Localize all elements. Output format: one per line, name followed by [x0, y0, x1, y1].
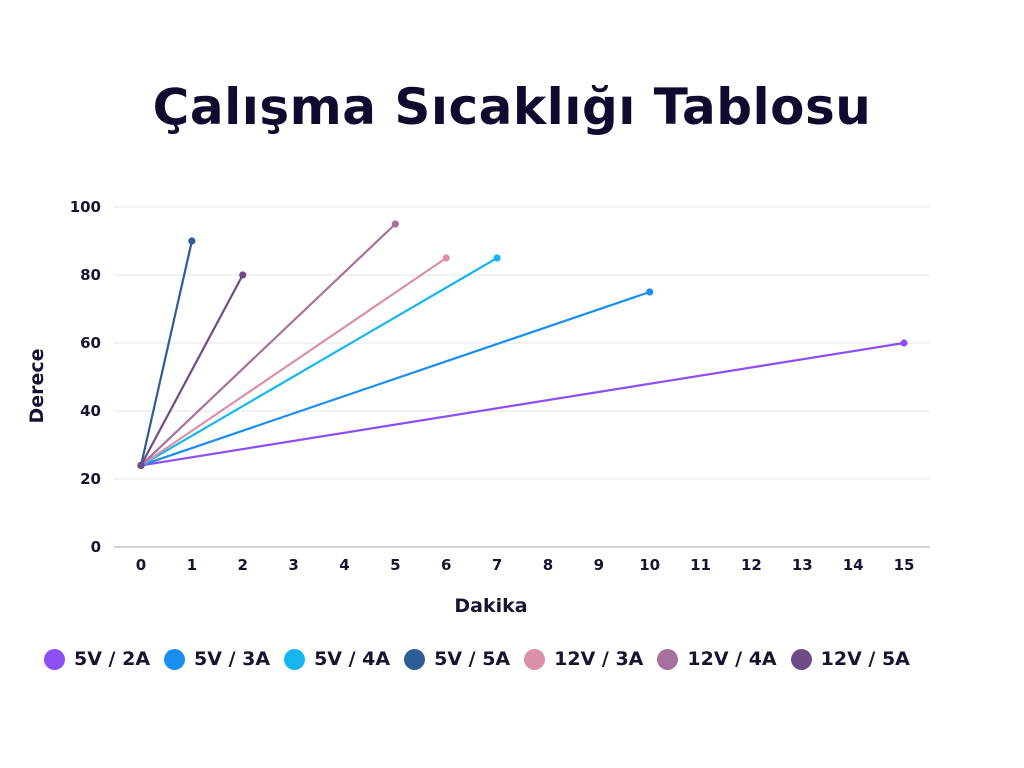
- x-axis-label: Dakika: [454, 595, 527, 617]
- legend-label: 5V / 5A: [434, 648, 511, 670]
- x-tick-label: 13: [792, 556, 813, 574]
- legend-swatch: [790, 648, 812, 670]
- legend-label: 12V / 4A: [687, 648, 777, 670]
- legend-label: 12V / 3A: [554, 648, 644, 670]
- x-tick-label: 3: [288, 556, 298, 574]
- legend-swatch: [404, 648, 426, 670]
- legend-swatch: [44, 648, 65, 670]
- legend-item: 5V / 4A: [284, 648, 390, 670]
- chart-title: Çalışma Sıcaklığı Tablosu: [152, 78, 872, 136]
- chart-legend: 5V / 2A 5V / 3A 5V / 4A 5V / 5A 12V / 3A 12V …: [44, 644, 924, 674]
- x-tick-label: 12: [741, 556, 762, 574]
- x-tick-label: 15: [894, 556, 915, 574]
- series-5v-3a: [137, 288, 654, 469]
- x-tick-label: 2: [238, 556, 248, 574]
- data-point: [188, 237, 196, 245]
- legend-item: 5V / 5A: [404, 648, 510, 670]
- series-12v-5a: [137, 271, 247, 469]
- x-tick-label: 0: [136, 556, 146, 574]
- y-tick-label: 80: [80, 266, 101, 284]
- series-line: [140, 223, 397, 467]
- x-tick-label: 5: [390, 556, 400, 574]
- x-tick-label: 1: [187, 556, 197, 574]
- y-tick-label: 60: [80, 334, 101, 352]
- legend-item: 12V / 5A: [790, 648, 910, 670]
- legend-label: 12V / 5A: [820, 648, 910, 670]
- y-axis-label: Derece: [26, 348, 48, 423]
- y-tick-label: 0: [91, 538, 101, 556]
- series-line: [140, 257, 447, 467]
- x-tick-label: 10: [639, 556, 660, 574]
- x-tick-label: 14: [843, 556, 864, 574]
- legend-item: 5V / 3A: [164, 648, 270, 670]
- data-point: [493, 254, 501, 262]
- data-point: [900, 339, 908, 347]
- series-12v-3a: [137, 254, 450, 469]
- legend-swatch: [164, 648, 186, 670]
- data-point: [646, 288, 654, 296]
- legend-item: 12V / 3A: [524, 648, 643, 670]
- data-point: [137, 461, 145, 469]
- series-line: [140, 274, 244, 466]
- y-tick-label: 20: [80, 470, 101, 488]
- legend-item: 5V / 2A: [44, 648, 150, 670]
- data-point: [442, 254, 450, 262]
- legend-item: 12V / 4A: [657, 648, 777, 670]
- x-tick-label: 7: [492, 556, 502, 574]
- y-tick-label: 40: [80, 402, 101, 420]
- x-tick-label: 9: [594, 556, 604, 574]
- data-point: [391, 220, 399, 228]
- legend-swatch: [657, 648, 679, 670]
- legend-swatch: [284, 648, 306, 670]
- legend-label: 5V / 4A: [314, 648, 391, 670]
- data-point: [239, 271, 247, 279]
- legend-swatch: [524, 648, 546, 670]
- series-12v-4a: [137, 220, 399, 469]
- series-line: [140, 257, 498, 467]
- series-line: [139, 240, 193, 466]
- legend-label: 5V / 3A: [194, 648, 271, 670]
- series-line: [140, 341, 905, 467]
- x-tick-label: 4: [339, 556, 349, 574]
- x-tick-label: 6: [441, 556, 451, 574]
- y-tick-label: 100: [70, 198, 101, 216]
- series-line: [140, 290, 651, 467]
- legend-label: 5V / 2A: [74, 648, 151, 670]
- x-tick-label: 8: [543, 556, 553, 574]
- x-tick-label: 11: [690, 556, 711, 574]
